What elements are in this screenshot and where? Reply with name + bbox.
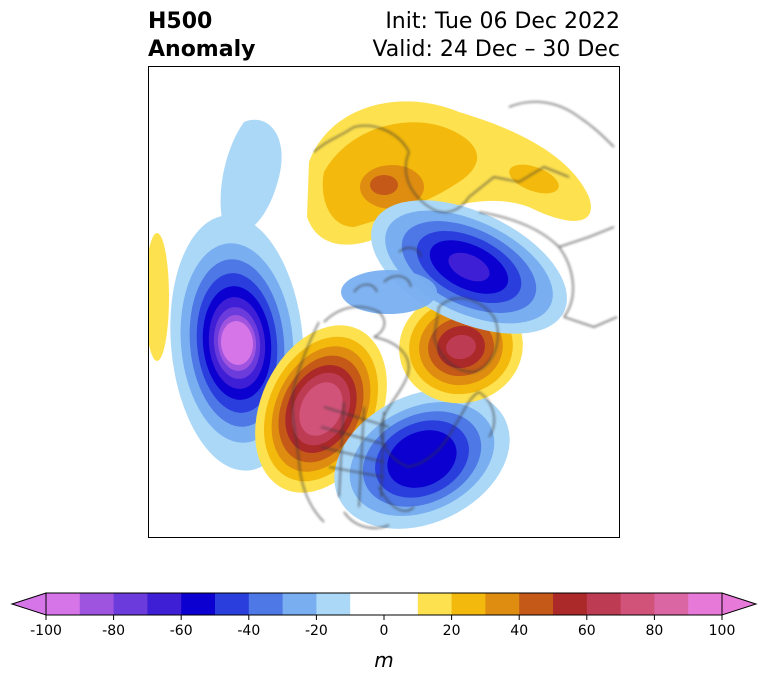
- colorbar-swatch: [46, 593, 81, 615]
- anomaly-pacific-ridge: [220, 119, 282, 237]
- colorbar-swatch: [451, 593, 486, 615]
- colorbar-extend-max: [721, 592, 758, 616]
- anomaly-west-edge: [149, 233, 169, 361]
- colorbar-swatch: [79, 593, 115, 615]
- colorbar: -100 -80 -60 -40 -20 0 20 40 60 80 100 m: [0, 585, 768, 684]
- colorbar-swatches: [10, 592, 758, 616]
- colorbar-swatch: [113, 593, 148, 615]
- colorbar-swatch: [417, 593, 453, 615]
- colorbar-tick-label: -80: [102, 623, 125, 639]
- colorbar-unit-label: m: [374, 648, 393, 672]
- colorbar-swatch: [316, 593, 351, 615]
- colorbar-ticks: -100 -80 -60 -40 -20 0 20 40 60 80 100: [30, 615, 735, 639]
- colorbar-tick-label: -60: [170, 623, 193, 639]
- colorbar-swatch: [586, 593, 622, 615]
- coastlines: [291, 101, 618, 529]
- anomaly-map: [148, 66, 620, 538]
- colorbar-swatch: [248, 593, 284, 615]
- colorbar-swatch: [688, 593, 723, 615]
- valid-range: Valid: 24 Dec – 30 Dec: [372, 37, 620, 62]
- colorbar-tick-label: 20: [443, 623, 461, 639]
- title-line-2: Anomaly: [148, 37, 256, 62]
- forecast-info: Init: Tue 06 Dec 2022 Valid: 24 Dec – 30…: [372, 8, 620, 64]
- colorbar-tick-label: -20: [305, 623, 328, 639]
- colorbar-tick-label: 60: [578, 623, 596, 639]
- init-date: Init: Tue 06 Dec 2022: [385, 9, 620, 34]
- colorbar-swatch: [553, 593, 588, 615]
- anomaly-polar-lobe: [341, 270, 437, 314]
- anomaly-europe-asia: [307, 101, 591, 245]
- title-line-1: H500: [148, 9, 213, 34]
- colorbar-swatch: [282, 593, 317, 615]
- chart-title: H500 Anomaly: [148, 8, 255, 64]
- colorbar-swatch: [485, 593, 520, 615]
- colorbar-swatch: [384, 593, 419, 615]
- colorbar-tick-label: 80: [645, 623, 663, 639]
- colorbar-swatch: [350, 593, 385, 615]
- colorbar-tick-label: -40: [237, 623, 260, 639]
- colorbar-extend-min: [10, 592, 47, 616]
- colorbar-swatch: [147, 593, 182, 615]
- colorbar-swatch: [181, 593, 216, 615]
- colorbar-tick-label: -100: [30, 623, 62, 639]
- colorbar-swatch: [519, 593, 554, 615]
- colorbar-swatch: [654, 593, 689, 615]
- colorbar-tick-label: 100: [709, 623, 736, 639]
- colorbar-tick-label: 0: [380, 623, 389, 639]
- colorbar-tick-label: 40: [510, 623, 528, 639]
- colorbar-swatch: [620, 593, 655, 615]
- colorbar-swatch: [215, 593, 250, 615]
